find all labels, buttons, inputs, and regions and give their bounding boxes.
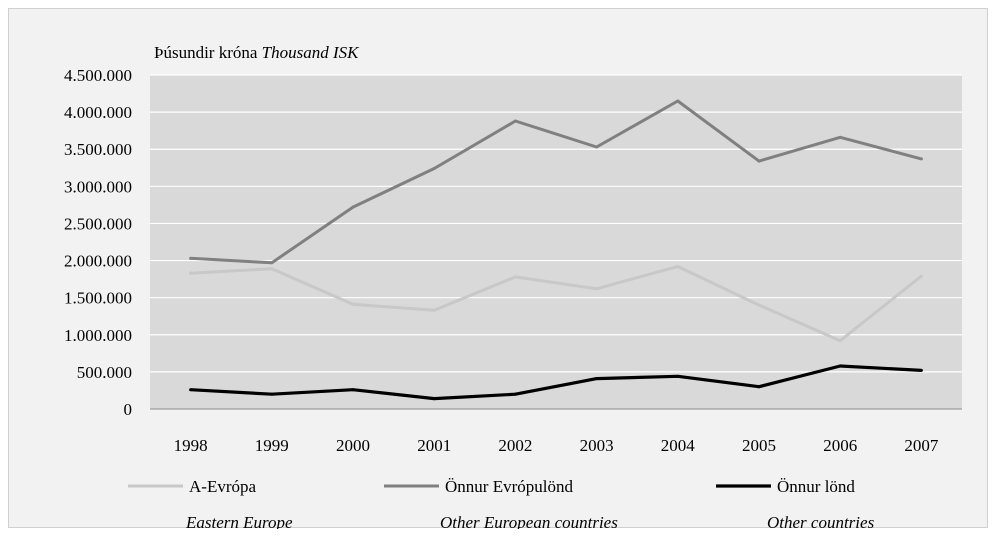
x-tick-label: 2007 xyxy=(904,436,939,455)
unit-label-en: Thousand ISK xyxy=(262,43,360,62)
data-point xyxy=(189,388,193,392)
data-point xyxy=(189,271,193,275)
x-tick-label: 2001 xyxy=(417,436,451,455)
data-point xyxy=(757,159,761,163)
data-point xyxy=(270,392,274,396)
data-point xyxy=(919,274,923,278)
data-point xyxy=(513,119,517,123)
data-point xyxy=(838,135,842,139)
y-tick-label: 4.500.000 xyxy=(64,66,132,85)
y-tick-label: 2.000.000 xyxy=(64,252,132,271)
gridlines xyxy=(150,74,962,373)
data-point xyxy=(676,264,680,268)
data-point xyxy=(351,388,355,392)
legend: A-Evrópa Eastern Europe Önnur Evrópulönd Ot… xyxy=(128,477,875,532)
series-line xyxy=(190,99,922,265)
y-tick-label: 2.500.000 xyxy=(64,214,132,233)
data-point xyxy=(757,303,761,307)
legend-label: Önnur Evrópulönd xyxy=(445,477,573,496)
x-tick-label: 1999 xyxy=(255,436,289,455)
y-tick-label: 1.500.000 xyxy=(64,289,132,308)
y-tick-label: 0 xyxy=(124,400,133,419)
x-tick-label: 1998 xyxy=(174,436,208,455)
data-point xyxy=(351,302,355,306)
data-point xyxy=(595,377,599,381)
data-point xyxy=(513,275,517,279)
legend-label-en: Other countries xyxy=(767,513,875,529)
chart-frame: Þúsundir króna Thousand ISK 0 500.000 1.00… xyxy=(8,8,988,532)
y-axis-ticks: 0 500.000 1.000.000 1.500.000 2.000.000 2.500… xyxy=(64,66,132,419)
data-point xyxy=(351,205,355,209)
data-point xyxy=(432,167,436,171)
data-point xyxy=(432,308,436,312)
plot-area xyxy=(150,75,962,409)
data-point xyxy=(838,339,842,343)
series-lines xyxy=(189,99,923,401)
legend-label-en: Other European countries xyxy=(440,513,618,529)
data-point xyxy=(513,392,517,396)
data-point xyxy=(189,256,193,260)
data-point xyxy=(270,261,274,265)
data-point xyxy=(838,364,842,368)
series-line xyxy=(190,364,922,401)
data-point xyxy=(919,368,923,372)
x-axis-ticks: 1998 1999 2000 2001 2002 2003 2004 2005 2006 2007 xyxy=(174,436,939,455)
x-tick-label: 2006 xyxy=(823,436,857,455)
legend-label: A-Evrópa xyxy=(189,477,256,496)
y-tick-label: 1.000.000 xyxy=(64,326,132,345)
data-point xyxy=(919,157,923,161)
legend-label: Önnur lönd xyxy=(777,477,855,496)
unit-label: Þúsundir króna Thousand ISK xyxy=(154,43,360,62)
x-tick-label: 2000 xyxy=(336,436,370,455)
x-tick-label: 2002 xyxy=(498,436,532,455)
data-point xyxy=(595,145,599,149)
data-point xyxy=(595,287,599,291)
y-tick-label: 3.500.000 xyxy=(64,140,132,159)
data-point xyxy=(676,374,680,378)
x-tick-label: 2003 xyxy=(580,436,614,455)
legend-label-en: Eastern Europe xyxy=(185,513,293,529)
unit-label-is: Þúsundir króna xyxy=(154,43,258,62)
series-line xyxy=(190,265,923,343)
data-point xyxy=(676,99,680,103)
line-chart: Þúsundir króna Thousand ISK 0 500.000 1.00… xyxy=(64,43,962,532)
data-point xyxy=(432,397,436,401)
x-tick-label: 2004 xyxy=(661,436,696,455)
data-point xyxy=(757,385,761,389)
y-tick-label: 3.000.000 xyxy=(64,177,132,196)
y-tick-label: 4.000.000 xyxy=(64,103,132,122)
x-tick-label: 2005 xyxy=(742,436,776,455)
y-tick-label: 500.000 xyxy=(77,363,132,382)
data-point xyxy=(270,267,274,271)
